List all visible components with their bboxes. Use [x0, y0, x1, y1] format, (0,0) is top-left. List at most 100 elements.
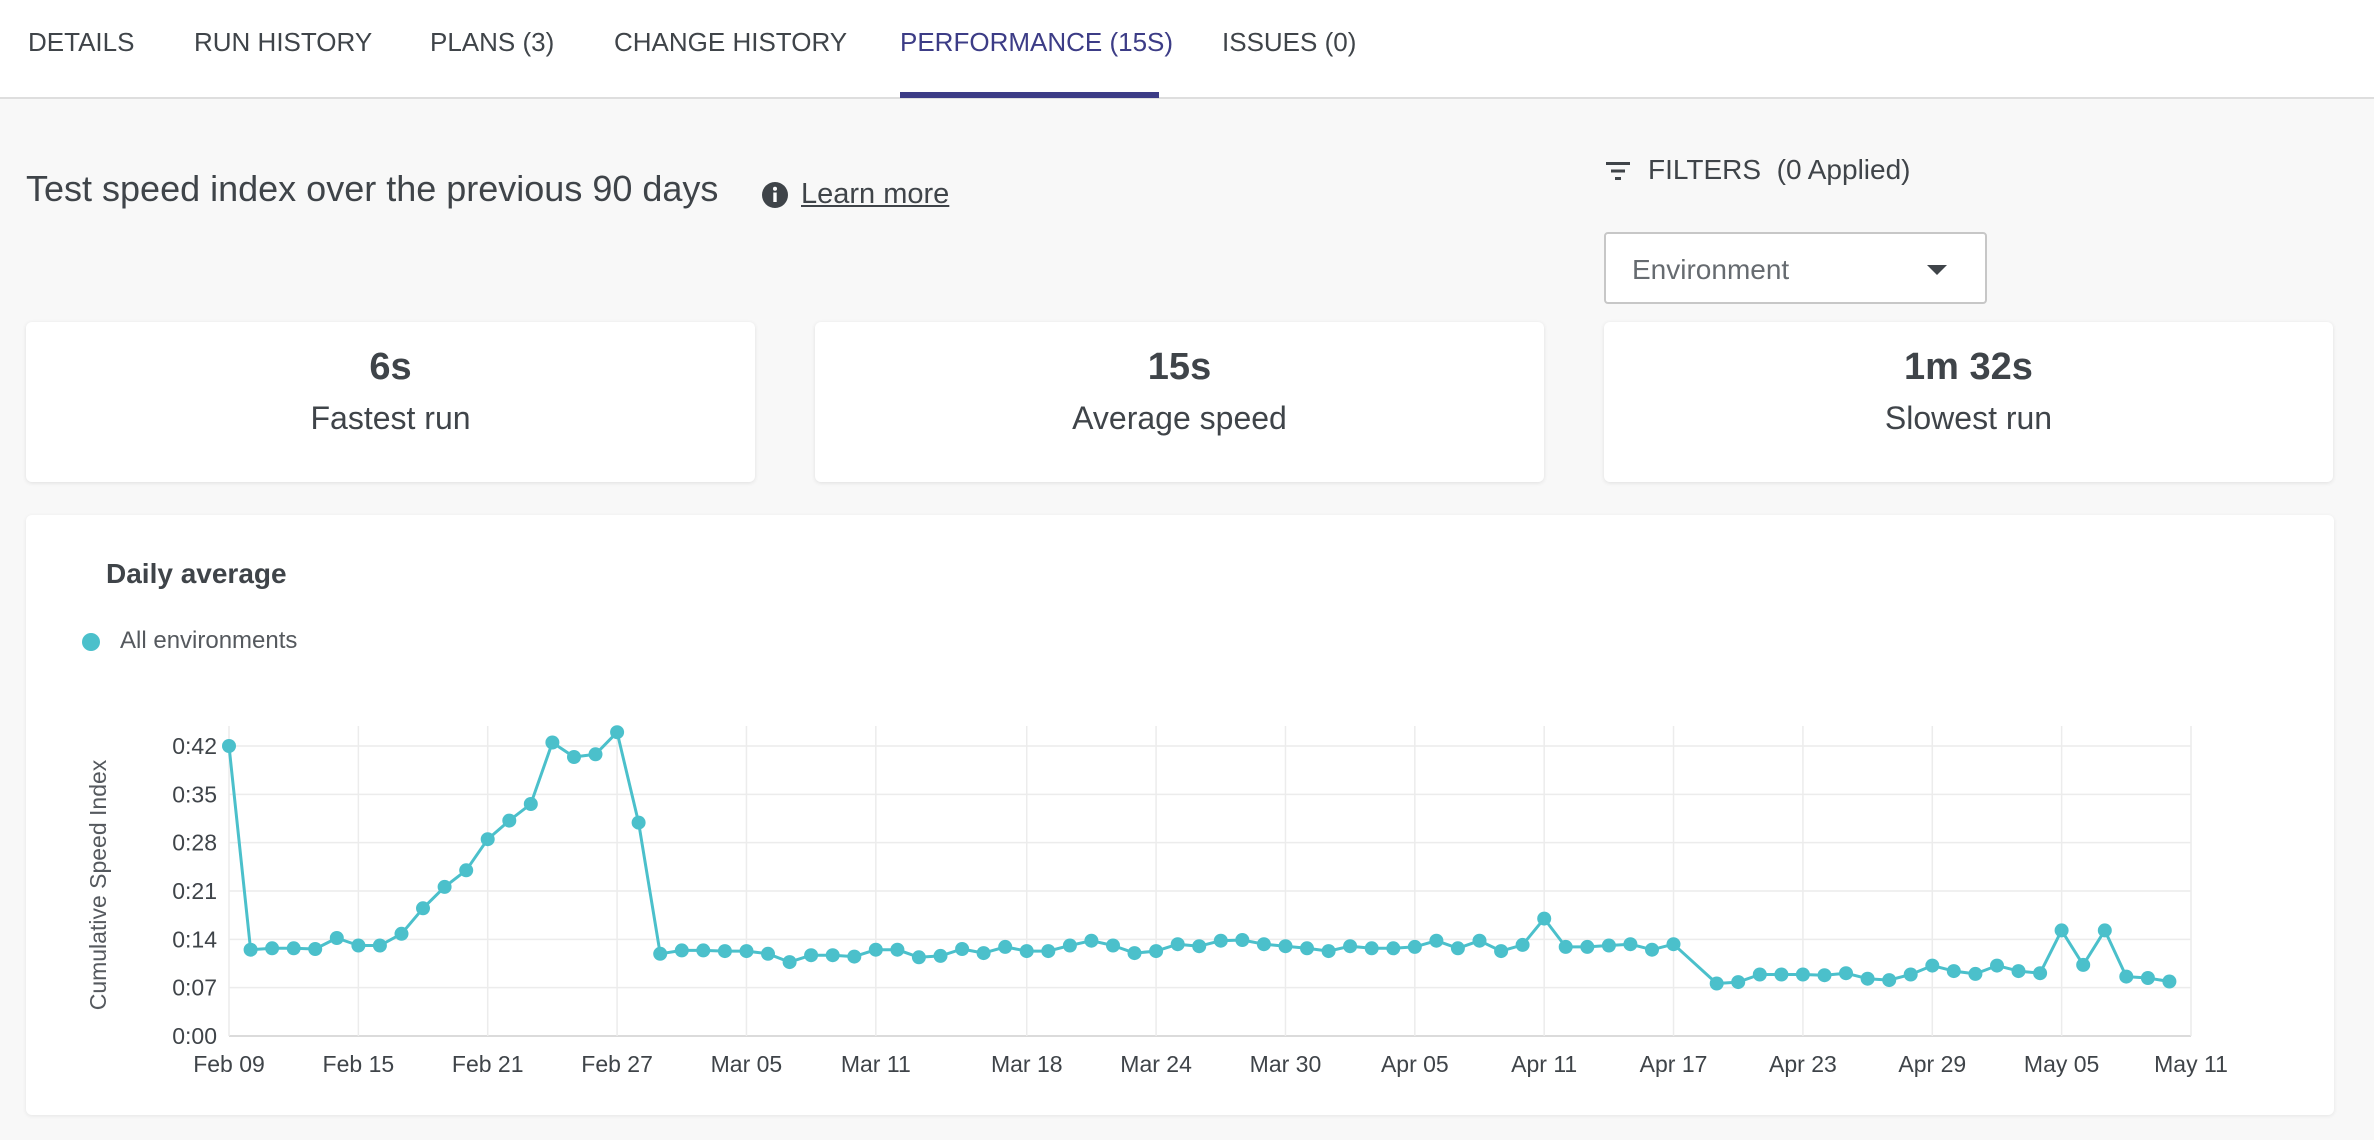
data-point [1106, 938, 1120, 953]
data-point [1494, 944, 1509, 959]
data-point [394, 926, 409, 941]
tab-performance[interactable]: PERFORMANCE (15S) [900, 27, 1174, 57]
data-point [243, 942, 258, 957]
chevron-down-icon [1927, 265, 1947, 275]
x-tick-label: Apr 17 [1640, 1051, 1708, 1077]
data-point [1990, 958, 2004, 973]
data-point [1817, 968, 1832, 983]
slowest-run-label: Slowest run [1884, 400, 2053, 436]
data-point [825, 948, 840, 963]
y-tick-label: 0:21 [172, 878, 217, 904]
data-point [372, 938, 387, 953]
active-tab-indicator [900, 92, 1159, 98]
data-point [1127, 946, 1142, 961]
data-point [2140, 971, 2155, 985]
data-point [1968, 966, 1983, 981]
tab-change-history[interactable]: CHANGE HISTORY [614, 27, 848, 57]
data-point [1623, 937, 1638, 952]
data-point [1645, 942, 1659, 957]
data-point [1256, 937, 1271, 952]
data-point [1709, 976, 1724, 991]
data-point [480, 832, 495, 847]
data-point [1235, 933, 1250, 947]
data-point [588, 747, 603, 762]
x-tick-label: Mar 18 [991, 1051, 1063, 1077]
filter-icon [1606, 162, 1630, 180]
data-point [308, 942, 323, 956]
data-point [717, 944, 732, 959]
data-point [545, 735, 560, 750]
data-point [1903, 967, 1918, 982]
legend-marker [82, 633, 100, 651]
average-speed-card: 15s Average speed [815, 322, 1544, 482]
data-point [696, 943, 711, 958]
data-point [222, 739, 236, 753]
data-point [1580, 939, 1595, 954]
fastest-run-card: 6s Fastest run [26, 322, 755, 482]
data-point [1601, 938, 1616, 953]
data-point [1450, 941, 1465, 956]
data-point [2076, 957, 2091, 972]
fastest-run-label: Fastest run [310, 400, 471, 436]
tab-bar: DETAILS RUN HISTORY PLANS (3) CHANGE HIS… [0, 0, 2374, 99]
data-point [1364, 941, 1379, 956]
slowest-run-value: 1m 32s [1904, 346, 2033, 388]
data-point [416, 901, 430, 916]
data-point [567, 750, 581, 764]
data-point [1149, 944, 1164, 959]
data-point [998, 939, 1013, 954]
y-tick-label: 0:42 [172, 733, 217, 759]
data-point [1407, 939, 1422, 954]
data-point [847, 949, 862, 964]
data-point [631, 815, 646, 830]
data-point [1062, 938, 1077, 953]
environment-select[interactable]: Environment [1604, 232, 1987, 304]
data-point [1213, 933, 1228, 948]
page-title: Test speed index over the previous 90 da… [26, 168, 719, 209]
data-point [890, 942, 905, 957]
data-point [1084, 933, 1099, 948]
x-tick-label: Mar 30 [1250, 1051, 1322, 1077]
data-point [2097, 923, 2112, 938]
data-point [1882, 973, 1897, 988]
data-point [1192, 939, 1207, 954]
learn-more-link[interactable]: Learn more [801, 178, 950, 210]
data-point [674, 943, 689, 958]
data-point [1795, 967, 1810, 982]
info-icon[interactable] [761, 181, 789, 209]
data-point [1925, 958, 1940, 973]
slowest-run-card: 1m 32s Slowest run [1604, 322, 2333, 482]
data-point [2119, 969, 2134, 984]
data-point [1537, 911, 1552, 926]
data-point [1515, 937, 1530, 952]
tab-issues[interactable]: ISSUES (0) [1222, 27, 1357, 57]
y-tick-label: 0:28 [172, 830, 217, 856]
data-point [1278, 939, 1293, 954]
data-point [1300, 941, 1314, 956]
tab-plans[interactable]: PLANS (3) [430, 27, 555, 57]
x-tick-label: Feb 21 [452, 1051, 524, 1077]
average-speed-value: 15s [1147, 346, 1212, 388]
x-tick-label: Mar 11 [841, 1051, 911, 1077]
environment-placeholder: Environment [1632, 254, 1790, 285]
data-point [1666, 937, 1681, 952]
x-tick-label: Mar 05 [711, 1051, 783, 1077]
speed-index-chart: 0:00 0:07 0:14 0:21 0:28 0:35 0:42 Feb 09 Feb 15… [85, 725, 2228, 1077]
x-tick-label: Apr 05 [1381, 1051, 1449, 1077]
data-point [437, 879, 452, 894]
daily-average-panel: Daily average All environments 0:00 0:07 0… [26, 515, 2334, 1115]
tab-details[interactable]: DETAILS [28, 27, 135, 57]
data-point [1731, 975, 1746, 990]
data-point [610, 725, 625, 740]
data-point [1558, 939, 1573, 954]
data-point [955, 942, 970, 956]
tab-run-history[interactable]: RUN HISTORY [194, 27, 373, 57]
chart-title: Daily average [106, 558, 287, 589]
data-point [265, 941, 280, 956]
y-tick-label: 0:00 [172, 1023, 217, 1049]
data-point [1946, 964, 1961, 979]
x-tick-label: Feb 15 [323, 1051, 395, 1077]
x-tick-label: May 11 [2154, 1051, 2228, 1077]
x-tick-label: May 05 [2024, 1051, 2099, 1077]
y-axis-label: Cumulative Speed Index [85, 759, 111, 1010]
